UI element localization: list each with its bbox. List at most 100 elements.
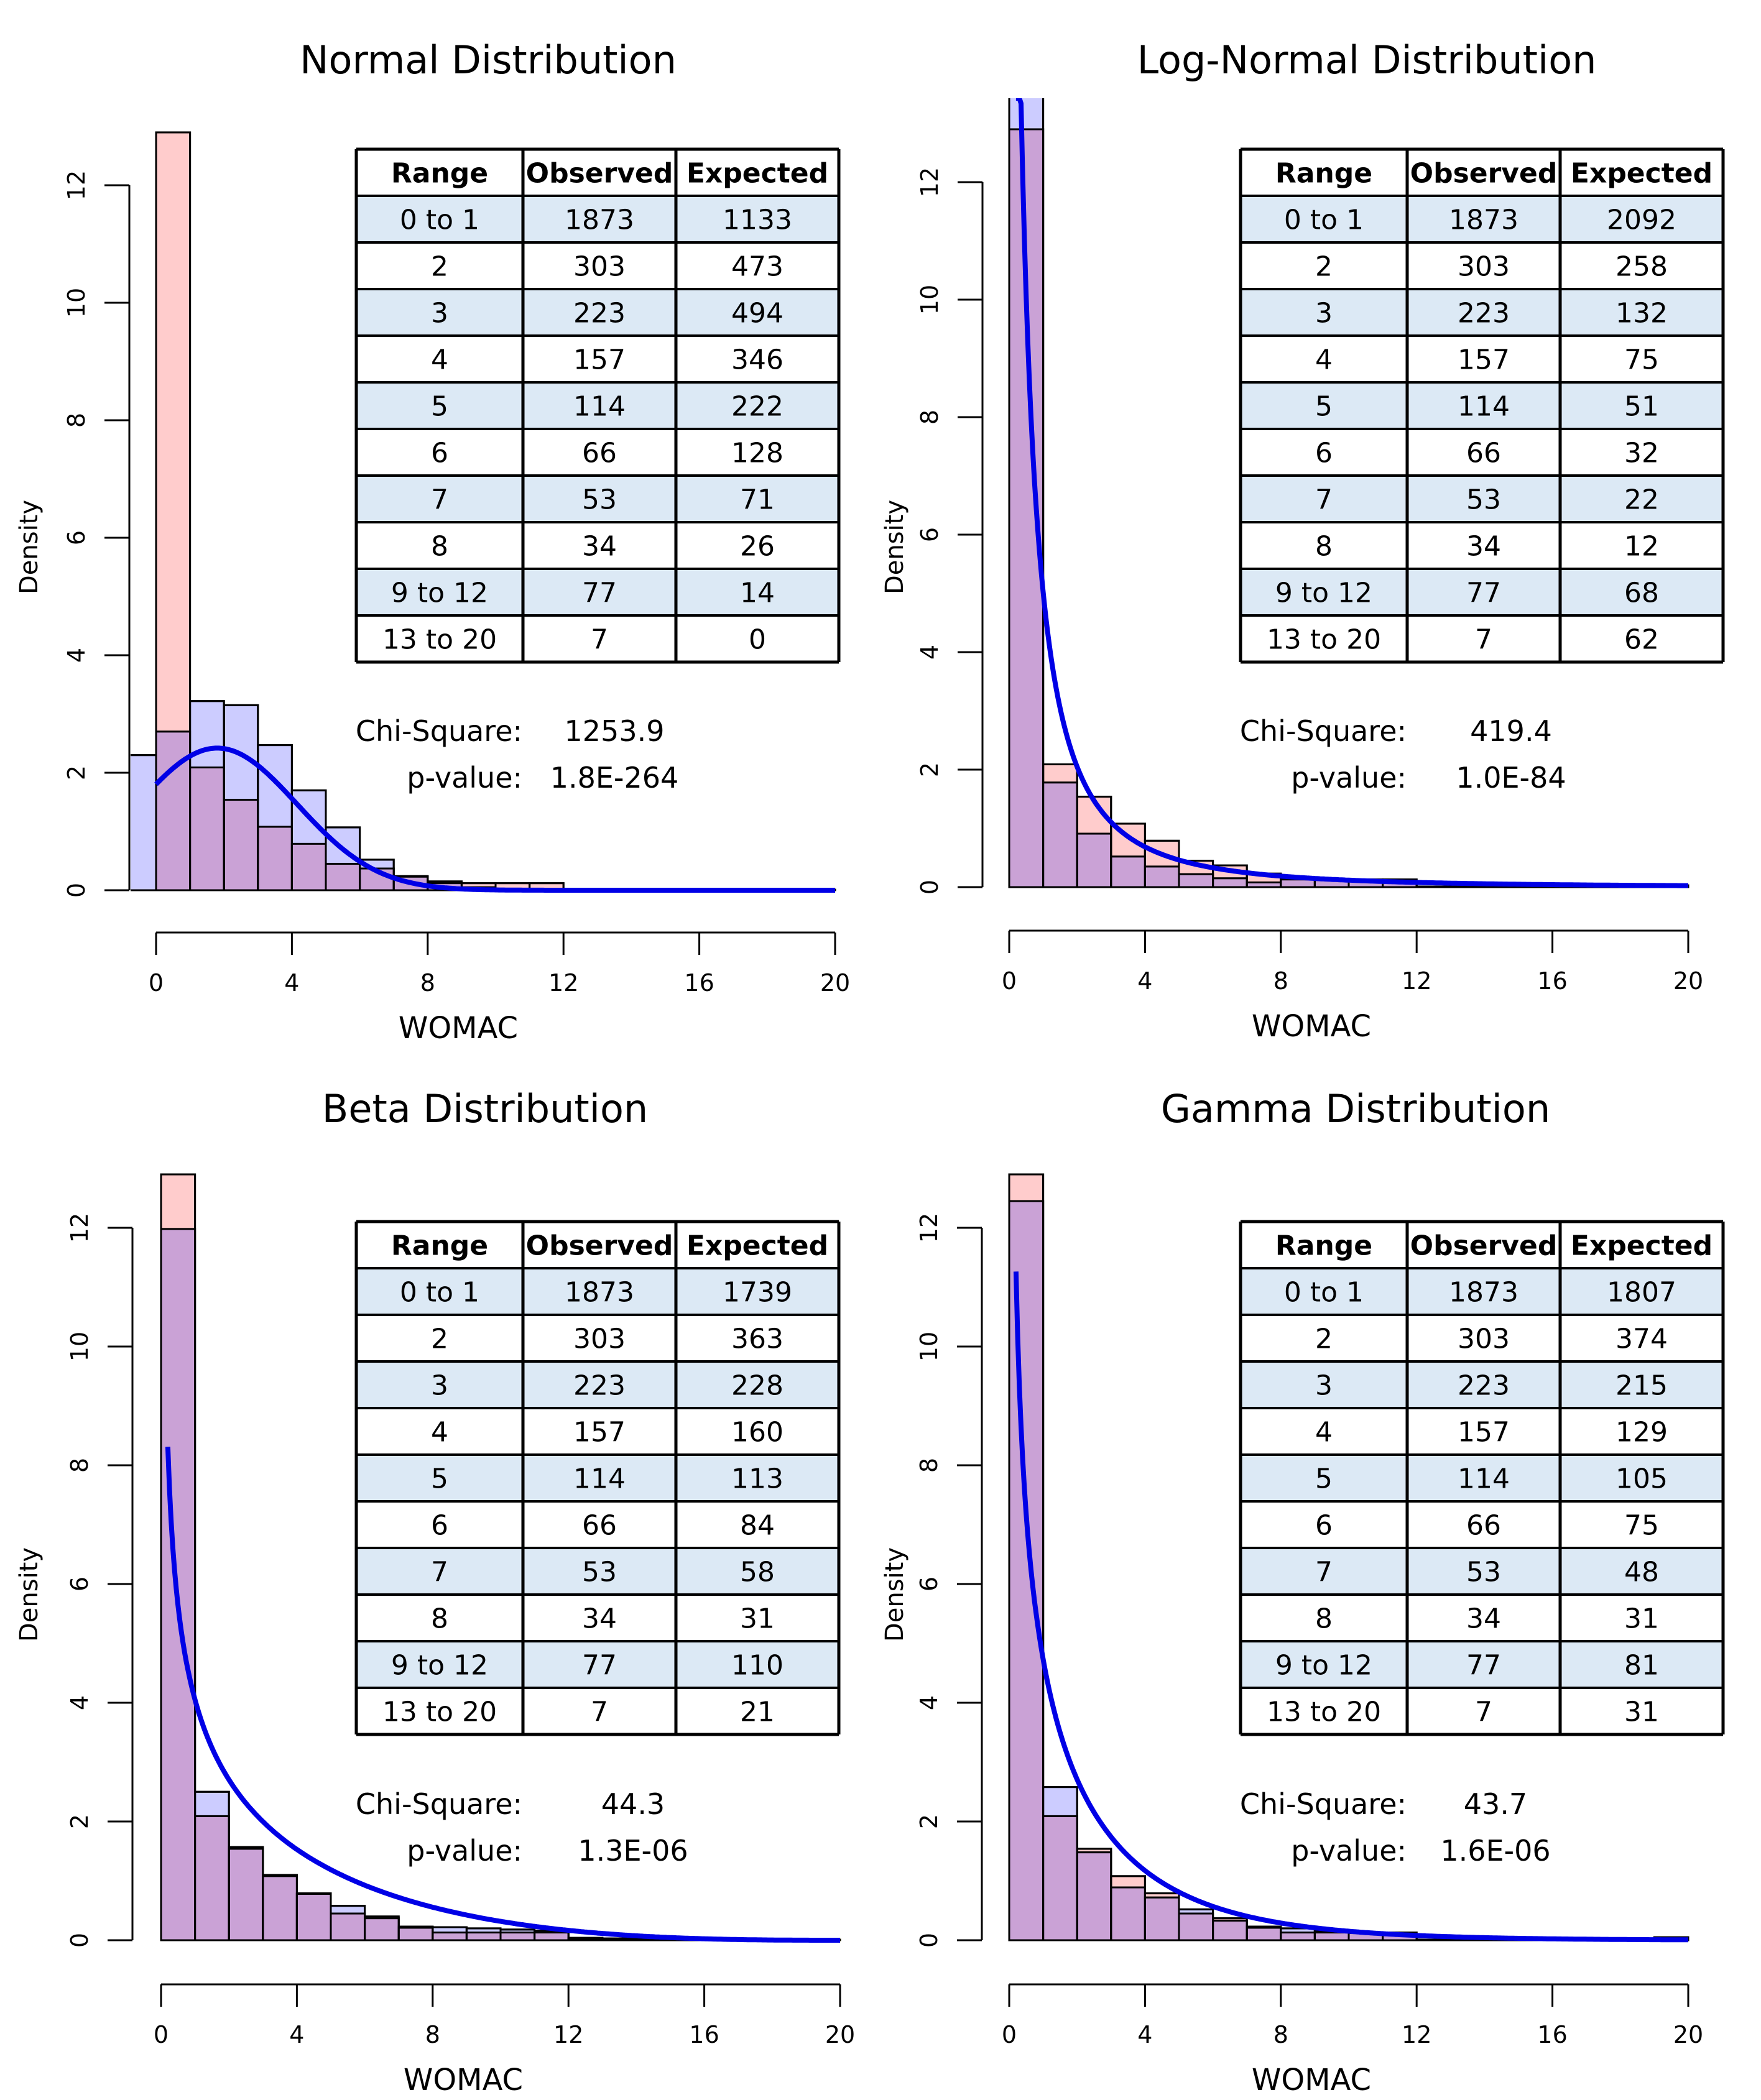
table-cell: 473 (731, 251, 783, 283)
table-row-stripe (1241, 1548, 1723, 1595)
x-tick-label: 20 (1673, 2021, 1703, 2048)
table-cell: 5 (431, 391, 448, 423)
table-cell: 13 to 20 (1267, 1697, 1381, 1728)
chi-square-label: Chi-Square: (1240, 714, 1407, 748)
table-cell: 258 (1615, 251, 1668, 283)
p-value-label: p-value: (1291, 1834, 1407, 1867)
overlap-bar (1313, 1932, 1350, 1941)
chi-square-label: Chi-Square: (1240, 1787, 1407, 1821)
x-tick-label: 12 (1402, 967, 1431, 995)
fitted-density-curve (154, 745, 836, 893)
table-cell: 1739 (723, 1277, 792, 1309)
table-cell: 303 (1458, 251, 1510, 283)
table-cell: 34 (1466, 1603, 1501, 1635)
table-cell: 5 (431, 1463, 448, 1495)
histogram-bars (160, 1173, 841, 1941)
table-cell: 68 (1624, 578, 1659, 609)
expected-bar (131, 754, 157, 891)
table-cell: 1873 (1449, 1277, 1518, 1309)
chi-square-value: 1253.9 (565, 714, 665, 748)
table-cell: 110 (731, 1650, 783, 1682)
x-tick-label: 8 (1273, 967, 1288, 995)
overlap-bar (295, 1893, 332, 1941)
table-header-cell: Observed (526, 158, 673, 190)
table-cell: 13 to 20 (382, 624, 497, 656)
overlap-bar (534, 1932, 570, 1941)
table-cell: 2 (1315, 251, 1333, 283)
y-tick-label: 0 (916, 880, 943, 895)
x-axis-title: WOMAC (404, 2063, 523, 2098)
table-cell: 0 to 1 (400, 205, 479, 236)
overlap-bar (1144, 865, 1180, 888)
table-header-cell: Expected (1571, 158, 1712, 190)
overlap-bar (1246, 1927, 1282, 1941)
y-tick-label: 0 (63, 883, 90, 898)
chart-title: Gamma Distribution (1161, 1086, 1550, 1131)
x-axis-title: WOMAC (1252, 2063, 1371, 2098)
x-tick-label: 0 (154, 2021, 169, 2048)
table-cell: 8 (431, 531, 448, 563)
table-cell: 0 to 1 (1284, 205, 1364, 236)
table-cell: 26 (740, 531, 775, 563)
table-row-stripe (1241, 1268, 1723, 1315)
x-tick-label: 20 (825, 2021, 855, 2048)
chi-square-table: Range Observed Expected 0 to 1 1873 1807 2 303 3… (1239, 1220, 1725, 1736)
table-cell: 31 (1624, 1603, 1659, 1635)
overlap-bar (1280, 1932, 1316, 1941)
y-tick-label: 0 (915, 1933, 943, 1948)
table-cell: 77 (582, 578, 617, 609)
overlap-bar (155, 730, 192, 891)
y-tick-label: 10 (66, 1332, 93, 1361)
table-cell: 0 (749, 624, 766, 656)
table-header-cell: Observed (1410, 158, 1558, 190)
table-cell: 58 (740, 1557, 775, 1588)
y-tick-label: 4 (915, 1695, 943, 1710)
overlap-bar (1212, 1919, 1248, 1941)
x-tick-label: 0 (1002, 2021, 1017, 2048)
table-cell: 8 (431, 1603, 448, 1635)
overlap-bar (465, 1932, 502, 1941)
table-cell: 84 (740, 1510, 775, 1542)
table-cell: 114 (1458, 391, 1510, 423)
table-cell: 32 (1624, 438, 1659, 469)
table-row-stripe (1241, 569, 1723, 615)
overlap-bar (330, 1912, 366, 1941)
table-cell: 77 (1466, 1650, 1501, 1682)
fitted-density-curve (1013, 1271, 1689, 1943)
overlap-bar (1076, 832, 1112, 888)
table-cell: 13 to 20 (1267, 624, 1381, 656)
table-cell: 9 to 12 (1275, 578, 1372, 609)
overlap-bar (1110, 1886, 1146, 1941)
x-tick-label: 20 (820, 969, 850, 997)
table-cell: 157 (1458, 344, 1510, 376)
table-row-stripe (356, 289, 839, 336)
table-cell: 13 to 20 (382, 1697, 497, 1728)
table-cell: 31 (740, 1603, 775, 1635)
table-cell: 4 (431, 1417, 448, 1448)
chi-square-value: 43.7 (1464, 1787, 1527, 1821)
table-header-cell: Range (391, 1230, 488, 1262)
table-cell: 3 (431, 1370, 448, 1402)
table-cell: 4 (431, 344, 448, 376)
p-value-label: p-value: (1291, 761, 1407, 794)
table-cell: 7 (1475, 1697, 1492, 1728)
x-tick-label: 12 (1402, 2021, 1431, 2048)
chi-square-table: Range Observed Expected 0 to 1 1873 2092 2 303 2… (1239, 147, 1725, 664)
table-row-stripe (356, 1548, 839, 1595)
overlap-bar (1178, 1912, 1214, 1941)
table-row-stripe (356, 1641, 839, 1688)
x-tick-label: 16 (1537, 2021, 1567, 2048)
chi-square-value: 419.4 (1470, 714, 1552, 748)
overlap-bar (228, 1848, 264, 1941)
table-cell: 346 (731, 344, 783, 376)
overlap-bar (499, 1932, 536, 1941)
overlap-bar (1008, 1200, 1045, 1941)
table-cell: 1133 (723, 205, 792, 236)
table-cell: 114 (573, 391, 626, 423)
y-tick-label: 4 (63, 648, 90, 663)
table-cell: 160 (731, 1417, 783, 1448)
table-cell: 228 (731, 1370, 783, 1402)
table-cell: 4 (1315, 344, 1333, 376)
table-cell: 223 (1458, 1370, 1510, 1402)
